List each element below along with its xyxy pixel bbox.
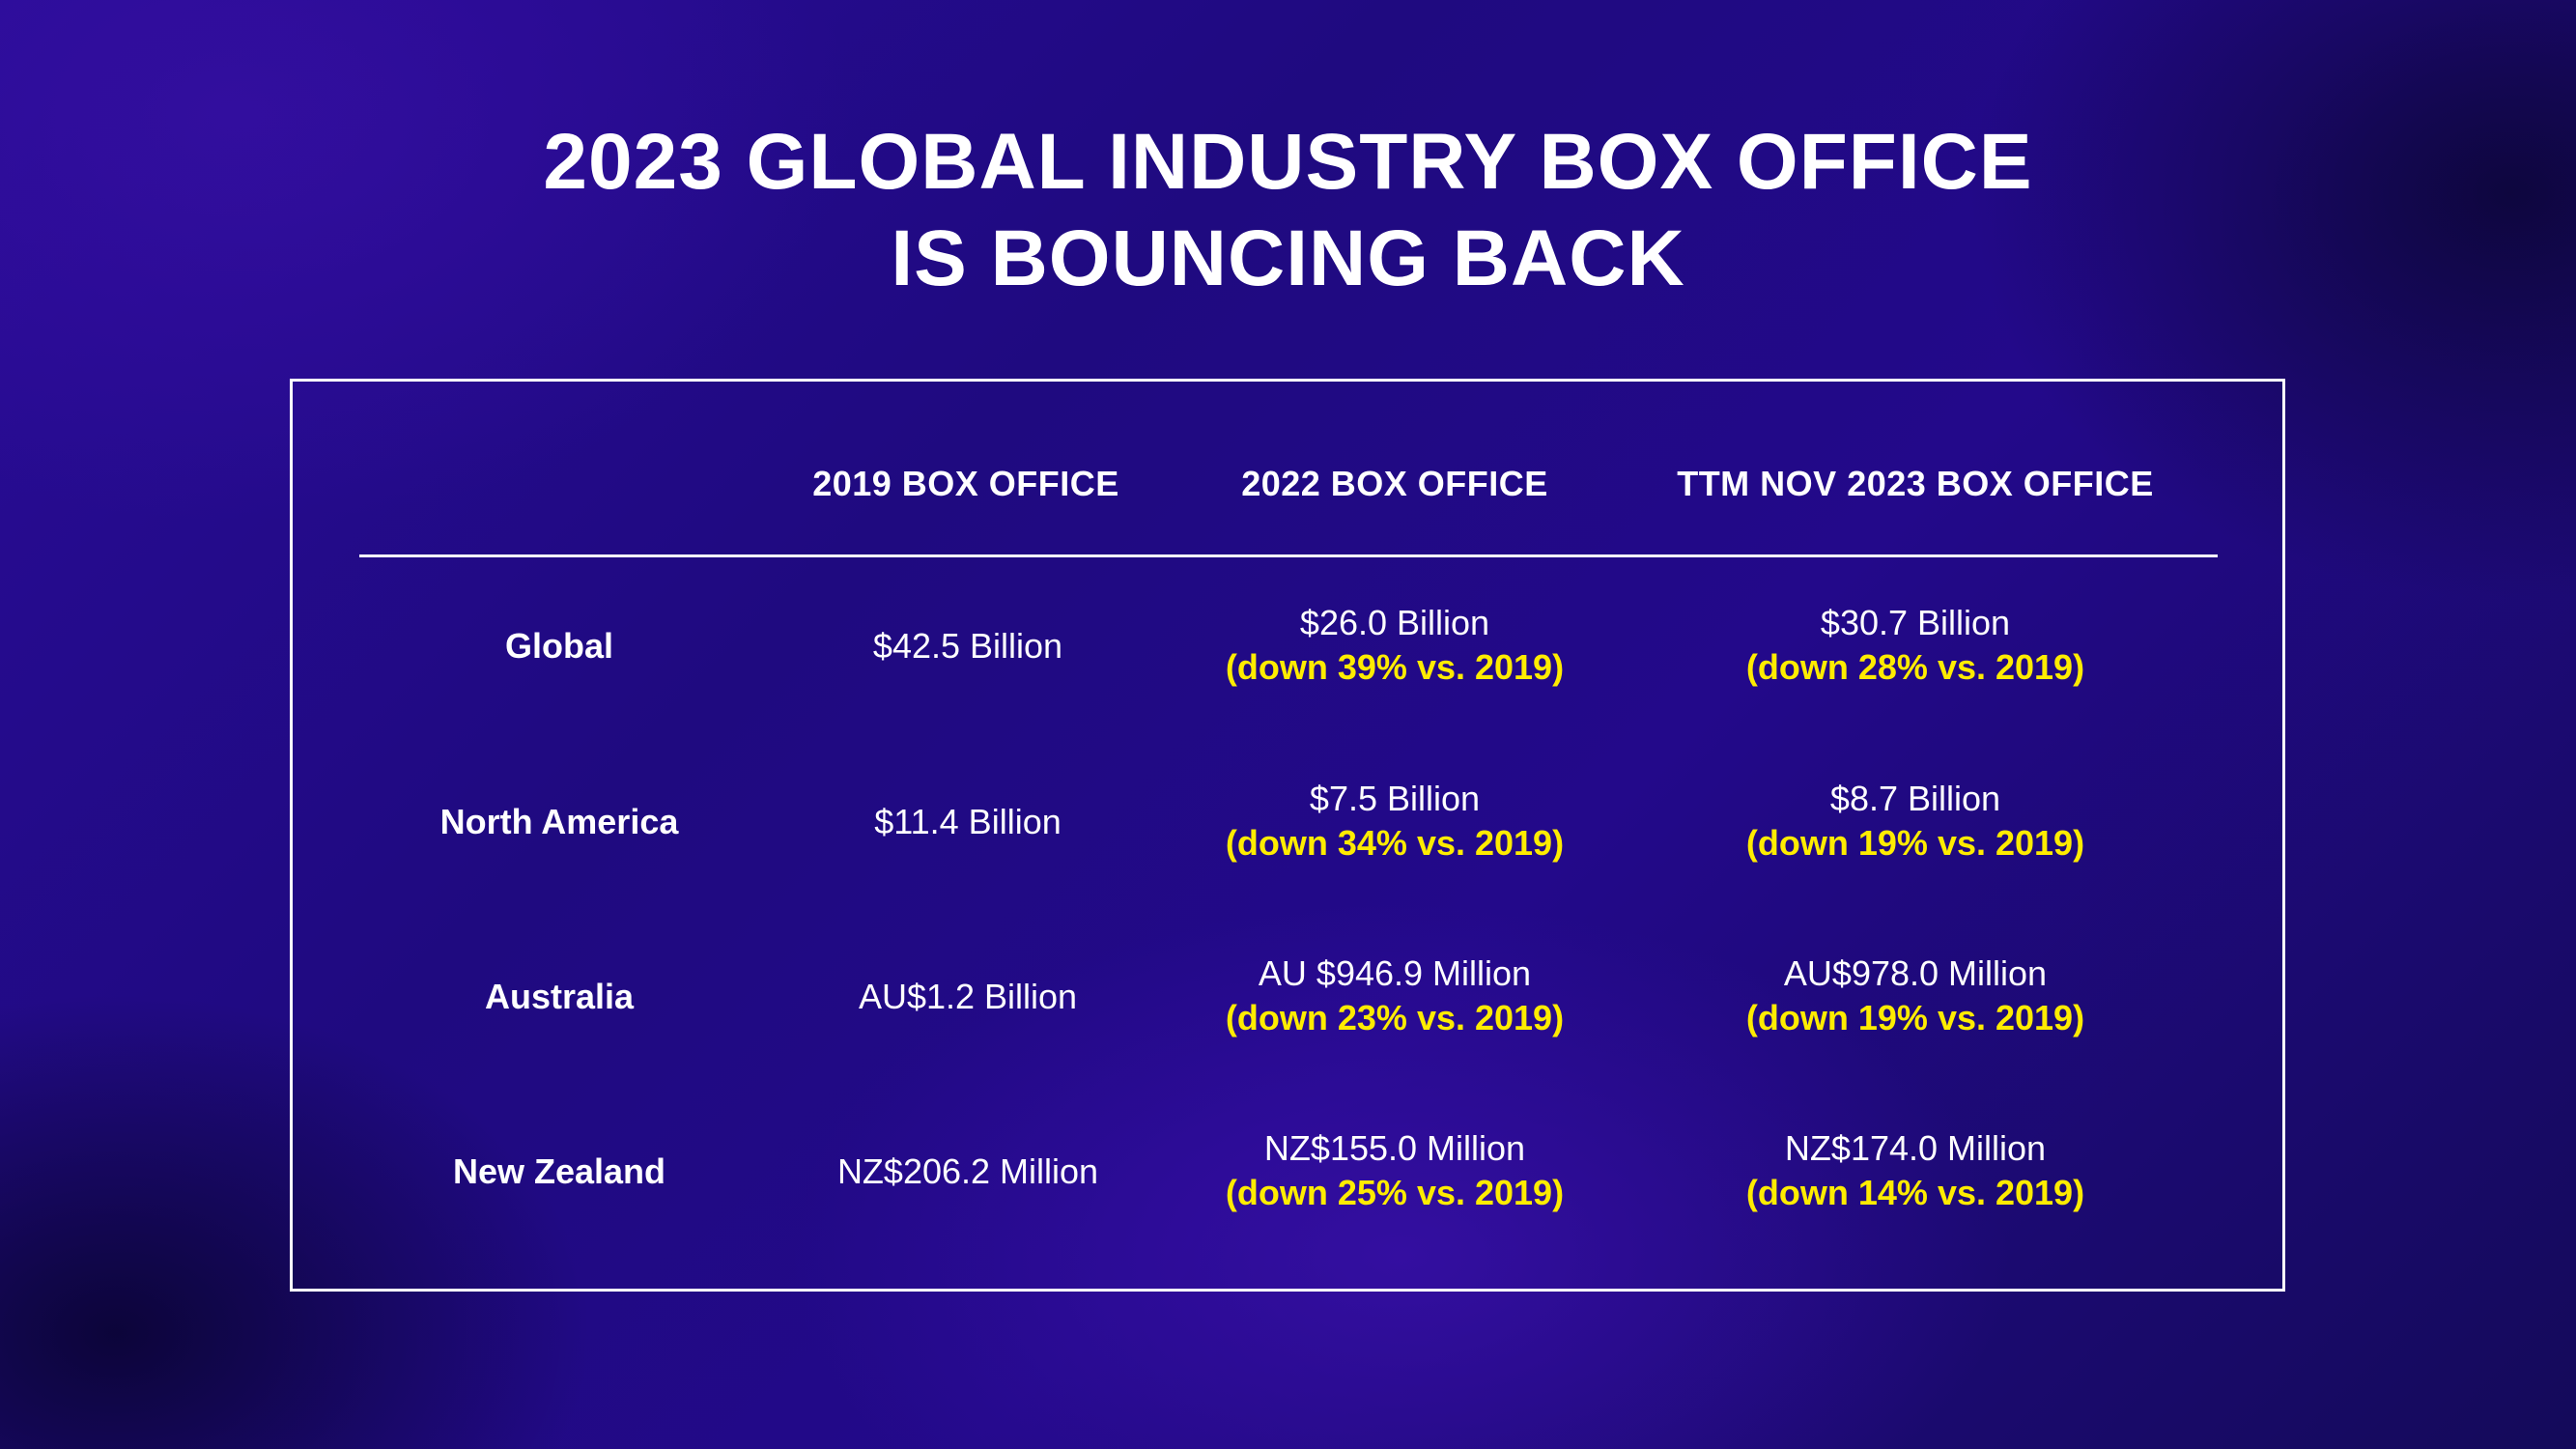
new-zealand-ttm-2023-value: NZ$174.0 Million	[1784, 1128, 2047, 1168]
column-header-2022: 2022 BOX OFFICE	[1241, 464, 1548, 503]
australia-ttm-2023-change: (down 19% vs. 2019)	[1745, 998, 2085, 1037]
north-america-ttm-2023-value: $8.7 Billion	[1829, 779, 2001, 818]
australia-ttm-2023-cell: AU$978.0 Million (down 19% vs. 2019)	[1746, 952, 2084, 1040]
global-ttm-2023-change: (down 28% vs. 2019)	[1745, 647, 2085, 687]
north-america-ttm-2023-cell: $8.7 Billion (down 19% vs. 2019)	[1746, 777, 2084, 866]
australia-2022-value: AU $946.9 Million	[1258, 953, 1532, 993]
row-label-global: Global	[504, 626, 614, 666]
global-2022-change: (down 39% vs. 2019)	[1225, 647, 1565, 687]
new-zealand-2019-value: NZ$206.2 Million	[836, 1151, 1099, 1191]
north-america-2022-value: $7.5 Billion	[1309, 779, 1481, 818]
slide-title-line-2: IS BOUNCING BACK	[891, 214, 1685, 302]
australia-ttm-2023-value: AU$978.0 Million	[1783, 953, 2048, 993]
australia-2022-change: (down 23% vs. 2019)	[1225, 998, 1565, 1037]
north-america-2019-value: $11.4 Billion	[874, 802, 1062, 841]
row-label-australia: Australia	[484, 977, 635, 1016]
global-2019-value: $42.5 Billion	[872, 626, 1063, 666]
australia-2022-cell: AU $946.9 Million (down 23% vs. 2019)	[1226, 952, 1564, 1040]
slide-title-line-1: 2023 GLOBAL INDUSTRY BOX OFFICE	[543, 118, 2033, 206]
column-header-ttm-2023: TTM NOV 2023 BOX OFFICE	[1677, 464, 2154, 503]
header-divider	[359, 554, 2218, 557]
new-zealand-ttm-2023-cell: NZ$174.0 Million (down 14% vs. 2019)	[1746, 1126, 2084, 1215]
north-america-2022-change: (down 34% vs. 2019)	[1225, 823, 1565, 863]
row-label-north-america: North America	[439, 802, 679, 841]
new-zealand-2022-change: (down 25% vs. 2019)	[1225, 1173, 1565, 1212]
slide-title: 2023 GLOBAL INDUSTRY BOX OFFICE IS BOUNC…	[0, 114, 2576, 307]
australia-2019-value: AU$1.2 Billion	[858, 977, 1078, 1016]
north-america-ttm-2023-change: (down 19% vs. 2019)	[1745, 823, 2085, 863]
global-2022-value: $26.0 Billion	[1299, 603, 1490, 642]
north-america-2022-cell: $7.5 Billion (down 34% vs. 2019)	[1226, 777, 1564, 866]
global-2022-cell: $26.0 Billion (down 39% vs. 2019)	[1226, 601, 1564, 690]
global-ttm-2023-cell: $30.7 Billion (down 28% vs. 2019)	[1746, 601, 2084, 690]
new-zealand-2022-value: NZ$155.0 Million	[1263, 1128, 1526, 1168]
new-zealand-ttm-2023-change: (down 14% vs. 2019)	[1745, 1173, 2085, 1212]
box-office-table	[290, 379, 2285, 1292]
column-header-2019: 2019 BOX OFFICE	[812, 464, 1119, 503]
row-label-new-zealand: New Zealand	[452, 1151, 666, 1191]
new-zealand-2022-cell: NZ$155.0 Million (down 25% vs. 2019)	[1226, 1126, 1564, 1215]
global-ttm-2023-value: $30.7 Billion	[1820, 603, 2011, 642]
